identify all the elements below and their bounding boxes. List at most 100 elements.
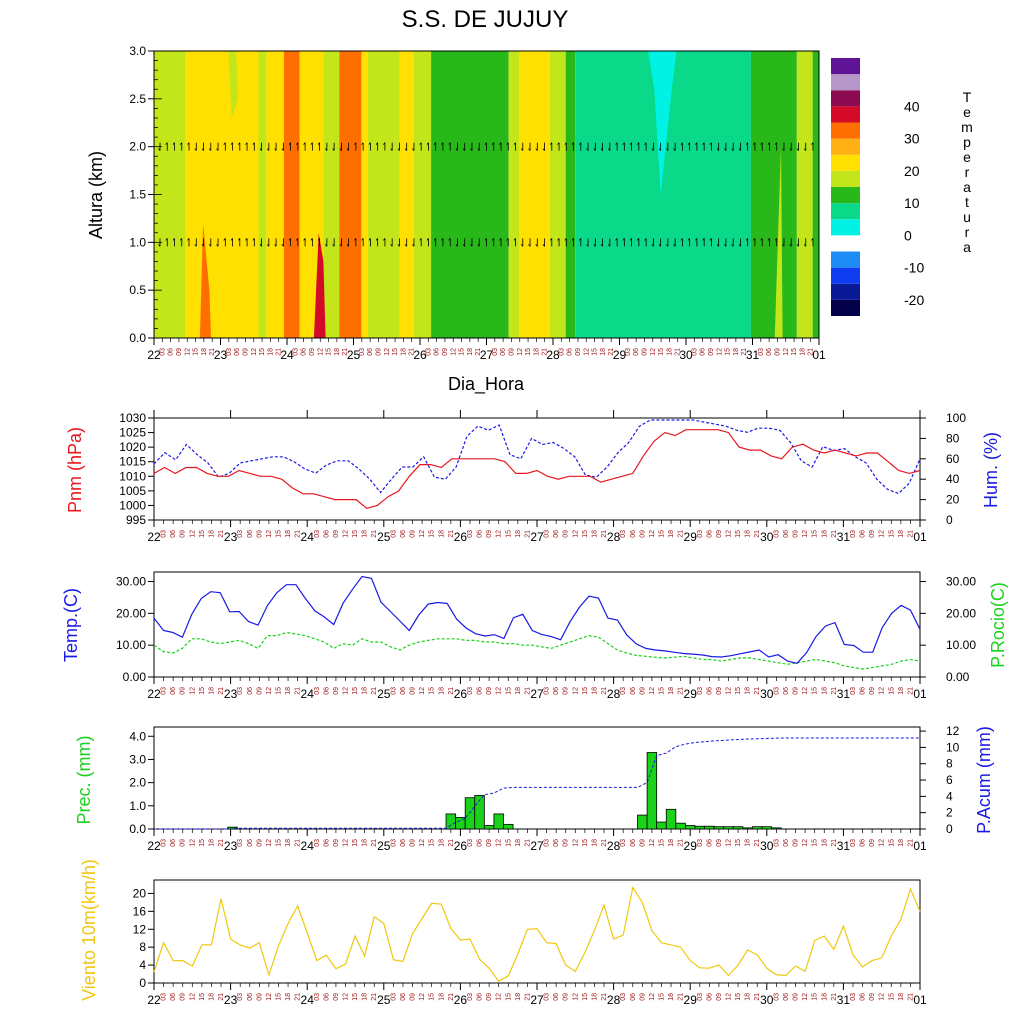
p3-x-hour-label: 06 [400, 687, 407, 695]
p3-x-hour-label: 12 [496, 687, 503, 695]
wind-vector-head [470, 244, 473, 247]
top-x-day-label: 30 [679, 348, 693, 362]
wind-vector-head [455, 148, 458, 151]
wind-vector-head [259, 148, 262, 151]
temperature-band [249, 51, 259, 338]
p5-x-hour-label: 15 [812, 993, 819, 1001]
wind-vector-head [760, 142, 763, 145]
p4-x-hour-label: 18 [591, 839, 598, 847]
p5-x-day-label: 29 [684, 993, 698, 1007]
p3-x-hour-label: 03 [314, 687, 321, 695]
temperature-dewpoint-panel: 0.00 10.00 20.00 30.00 0.00 10.00 20.00 30.00 Te… [61, 571, 1008, 701]
temperature-band [796, 51, 813, 338]
p4-x-hour-label: 21 [601, 839, 608, 847]
p5-x-hour-label: 15 [505, 993, 512, 1001]
p3-x-hour-label: 09 [180, 687, 187, 695]
precipitation-axis-label: Prec. (mm) [74, 736, 94, 825]
wind-vector-head [506, 142, 509, 145]
top-x-hour-label: 18 [533, 348, 540, 356]
top-x-hour-label: 06 [766, 348, 773, 356]
panel-frame [153, 417, 921, 521]
p3-x-hour-label: 15 [505, 687, 512, 695]
p5-x-hour-label: 15 [582, 993, 589, 1001]
p4-x-hour-label: 06 [783, 839, 790, 847]
p5-x-hour-label: 18 [362, 993, 369, 1001]
colorbar-swatch [831, 251, 860, 268]
p3-x-hour-label: 18 [821, 687, 828, 695]
p4-x-hour-label: 09 [639, 839, 646, 847]
wind-vector-head [731, 148, 734, 151]
top-x-hour-label: 18 [600, 348, 607, 356]
wind-vector-head [680, 142, 683, 145]
wind-vector-head [622, 142, 625, 145]
p2-x-hour-label: 12 [419, 530, 426, 538]
p5-x-hour-label: 06 [400, 993, 407, 1001]
p4-x-hour-label: 21 [754, 839, 761, 847]
p4-x-hour-label: 09 [410, 839, 417, 847]
pressure-ytick-label: 1020 [119, 440, 146, 454]
p5-x-hour-label: 06 [706, 993, 713, 1001]
p3-x-day-label: 27 [530, 687, 544, 701]
p3-x-day-label: 23 [224, 687, 238, 701]
p4-x-hour-label: 21 [524, 839, 531, 847]
wind-vector-head [230, 238, 233, 241]
wind-vector-head [811, 238, 814, 241]
p2-x-day-label: 31 [837, 530, 851, 544]
wind-vector-head [651, 148, 654, 151]
wind-vector-head [426, 142, 429, 145]
p2-x-hour-label: 21 [678, 530, 685, 538]
top-x-hour-label: 03 [159, 348, 166, 356]
precipitation-bar [445, 813, 457, 830]
p5-x-hour-label: 21 [524, 993, 531, 1001]
colorbar-swatch [831, 58, 860, 75]
top-x-hour-label: 21 [409, 348, 416, 356]
colorbar-level-label: 30 [904, 131, 920, 147]
p2-x-hour-label: 06 [170, 530, 177, 538]
wind-vector-head [520, 148, 524, 151]
wind-vector-head [368, 238, 371, 241]
p5-x-hour-label: 06 [247, 993, 254, 1001]
wind-vector-head [789, 148, 792, 151]
p5-x-hour-label: 15 [199, 993, 206, 1001]
p4-x-hour-label: 09 [793, 839, 800, 847]
p3-x-hour-label: 12 [343, 687, 350, 695]
p4-x-hour-label: 12 [649, 839, 656, 847]
wind-vector-head [491, 238, 495, 241]
p4-x-hour-label: 09 [869, 839, 876, 847]
top-x-hour-label: 03 [425, 348, 432, 356]
p4-x-hour-label: 03 [544, 839, 551, 847]
p5-x-hour-label: 06 [783, 993, 790, 1001]
wind-vector-head [586, 244, 589, 247]
p2-x-hour-label: 09 [639, 530, 646, 538]
wind-vector-head [397, 148, 400, 151]
p5-x-hour-label: 12 [879, 993, 886, 1001]
p3-x-hour-label: 18 [285, 687, 292, 695]
height-ytick-label: 2.0 [129, 140, 146, 154]
x-axis-label: Dia_Hora [448, 374, 525, 395]
top-x-hour-label: 15 [459, 348, 466, 356]
top-x-day-label: 22 [147, 348, 161, 362]
humidity-y2tick-label: 100 [946, 411, 966, 425]
p4-x-day-label: 23 [224, 839, 238, 853]
p2-x-hour-label: 15 [888, 530, 895, 538]
wind-vector-head [644, 142, 647, 145]
p4-x-hour-label: 12 [726, 839, 733, 847]
wind-vector-head [245, 238, 248, 241]
top-x-hour-label: 21 [342, 348, 349, 356]
p2-x-hour-label: 06 [706, 530, 713, 538]
wind-ytick-label: 0 [139, 976, 146, 990]
p3-x-hour-label: 03 [390, 687, 397, 695]
p2-x-hour-label: 06 [630, 530, 637, 538]
p3-x-hour-label: 12 [879, 687, 886, 695]
p3-x-day-label: 31 [837, 687, 851, 701]
p5-x-hour-label: 18 [668, 993, 675, 1001]
top-x-hour-label: 09 [309, 348, 316, 356]
p4-x-hour-label: 18 [362, 839, 369, 847]
p5-x-hour-label: 09 [639, 993, 646, 1001]
wind-vector-head [404, 244, 408, 247]
p2-x-hour-label: 18 [745, 530, 752, 538]
precipitation-bar [732, 826, 744, 830]
temp-ytick-label: 30.00 [116, 575, 146, 589]
wind-vector-head [731, 244, 734, 247]
